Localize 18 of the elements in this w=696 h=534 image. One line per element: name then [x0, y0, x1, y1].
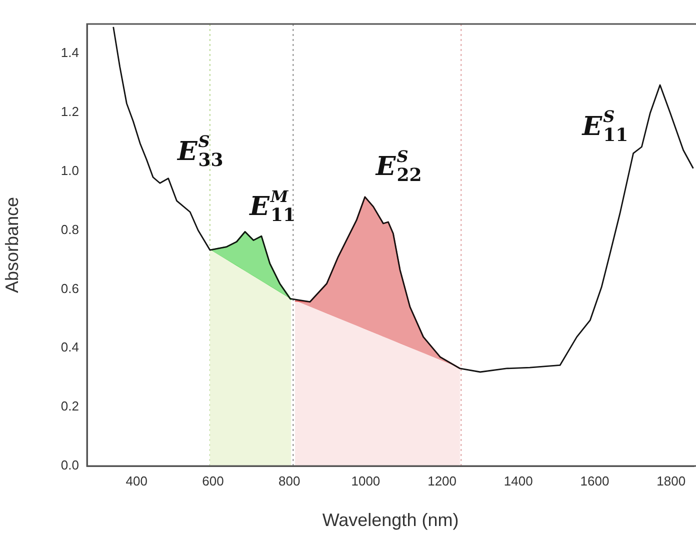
y-tick-label: 0.0	[60, 458, 79, 473]
x-tick-label: 1400	[504, 473, 533, 488]
x-axis-title: Wavelength (nm)	[322, 510, 459, 530]
x-tick-label: 400	[126, 473, 148, 488]
x-tick-label: 1200	[428, 473, 456, 488]
y-tick-label: 0.8	[60, 222, 79, 237]
y-axis-title: Absorbance	[2, 196, 22, 294]
x-tick-label: 1800	[656, 473, 686, 488]
x-tick-label: 1000	[351, 473, 380, 488]
y-tick-label: 0.4	[60, 340, 79, 355]
x-tick-label: 800	[278, 473, 300, 488]
x-tick-label: 600	[202, 473, 224, 488]
y-tick-label: 0.6	[60, 280, 79, 296]
y-tick-label: 0.2	[60, 398, 79, 414]
y-tick-label: 1.4	[60, 45, 79, 60]
y-tick-label: 1.2	[60, 104, 79, 119]
x-tick-label: 1600	[580, 473, 610, 488]
y-tick-label: 1.0	[60, 162, 79, 178]
